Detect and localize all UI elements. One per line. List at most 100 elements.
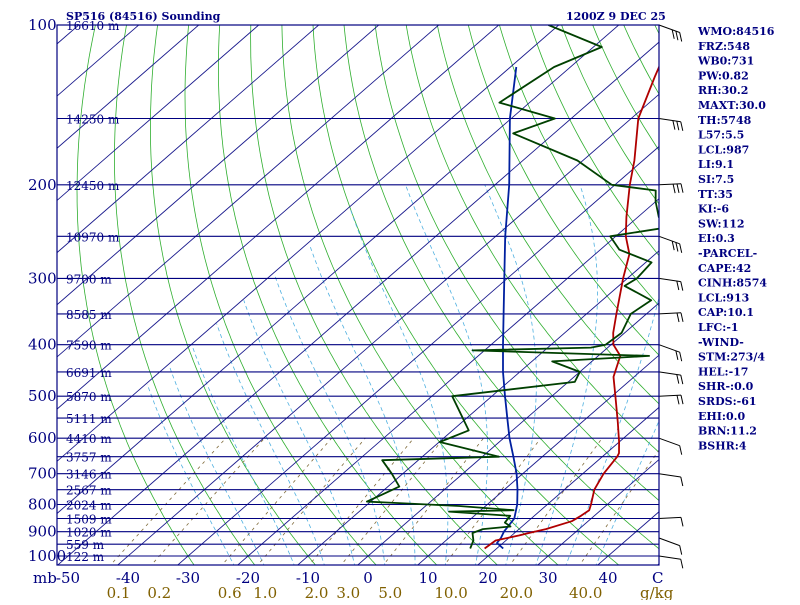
pressure-tick-label: 700 (28, 465, 57, 483)
wind-barb-flag (680, 546, 682, 555)
wind-barb-flag (672, 241, 674, 250)
index-value: HEL:-17 (698, 365, 748, 378)
wind-barb-flag (680, 244, 682, 253)
pressure-tick-label: 600 (28, 429, 57, 447)
height-tick-label: 1509 m (66, 513, 112, 527)
height-tick-label: 122 m (66, 550, 105, 564)
mixing-ratio-tick-label: 5.0 (378, 584, 402, 600)
indices-panel: WMO:84516FRZ:548WB0:731PW:0.82RH:30.2MAX… (697, 25, 775, 452)
mixing-ratio-tick-label: 40.0 (569, 584, 602, 600)
index-value: CAP:10.1 (698, 306, 754, 319)
pressure-tick-label: 1000 (28, 547, 66, 565)
temperature-tick-label: 20 (478, 569, 497, 587)
wind-barb-flag (673, 121, 675, 130)
height-tick-label: 9700 m (66, 272, 112, 286)
index-value: SRDS:-61 (698, 395, 757, 408)
temperature-tick-label: 30 (538, 569, 557, 587)
wind-barb-flag (681, 559, 683, 568)
mixing-ratio-tick-label: 0.6 (218, 584, 242, 600)
wind-barb-staff (659, 517, 681, 518)
wind-barb-staff (659, 538, 680, 546)
mixing-ratio-tick-label: 0.1 (107, 584, 131, 600)
wind-barb-staff (659, 313, 681, 314)
index-value: FRZ:548 (698, 40, 750, 53)
index-value: SHR-:0.0 (698, 380, 754, 393)
index-value: STM:273/4 (698, 351, 765, 364)
temperature-tick-label: -30 (176, 569, 200, 587)
wind-barb-flag (676, 31, 678, 40)
valid-time: 1200Z 9 DEC 25 (566, 10, 666, 23)
index-value: -WIND- (698, 336, 744, 349)
pressure-unit-label: mb (33, 569, 57, 587)
wind-barb-flag (677, 121, 679, 130)
height-tick-label: 7590 m (66, 339, 112, 353)
mixing-ratio-tick-label: 1.0 (253, 584, 277, 600)
index-value: EI:0.3 (698, 232, 735, 245)
wind-barb-staff (659, 345, 680, 353)
height-tick-label: 2024 m (66, 499, 112, 513)
wind-barb-staff (659, 236, 680, 244)
mixing-ratio-unit-label: g/kg (640, 584, 674, 600)
wind-barb-staff (659, 556, 681, 559)
wind-barb-staff (659, 395, 681, 396)
wind-barb-flag (681, 375, 683, 384)
index-value: WB0:731 (697, 55, 754, 68)
wind-barb-staff (659, 372, 681, 375)
wind-barb-flag (677, 395, 679, 404)
index-value: TT:35 (698, 188, 733, 201)
wind-barb-flag (676, 351, 678, 360)
index-value: BRN:11.2 (698, 425, 757, 438)
temperature-tick-label: 0 (363, 569, 373, 587)
pressure-tick-label: 900 (28, 523, 57, 541)
mixing-ratio-tick-label: 10.0 (434, 584, 467, 600)
dry-adiabat-line (772, 13, 800, 567)
wind-barb-flag (681, 395, 683, 404)
index-value: SW:112 (698, 217, 745, 230)
index-value: -PARCEL- (698, 247, 757, 260)
wind-barb-flag (680, 33, 682, 42)
wind-barb-flag (681, 184, 683, 193)
wind-barb-flag (673, 184, 675, 193)
index-value: SI:7.5 (698, 173, 734, 186)
wind-barb-staff (659, 278, 681, 281)
height-tick-label: 3757 m (66, 451, 112, 465)
pressure-tick-label: 100 (28, 16, 57, 34)
wind-barb-staff (659, 25, 680, 33)
isotherm-line (0, 13, 32, 567)
height-tick-label: 2567 m (66, 484, 112, 498)
height-tick-label: 5870 m (66, 390, 112, 404)
pressure-tick-label: 200 (28, 176, 57, 194)
index-value: EHI:0.0 (698, 410, 745, 423)
index-value: RH:30.2 (698, 84, 748, 97)
height-tick-label: 10970 m (66, 230, 120, 244)
pressure-tick-label: 400 (28, 336, 57, 354)
chart-title: SP516 (84516) Sounding (66, 10, 221, 23)
wind-barb-flag (672, 30, 674, 39)
index-value: LI:9.1 (698, 158, 734, 171)
wind-barb-staff (659, 119, 681, 122)
wind-barb-staff (659, 438, 680, 446)
mixing-ratio-tick-label: 3.0 (336, 584, 360, 600)
wind-barb-flag (677, 375, 679, 384)
index-value: KI:-6 (698, 203, 729, 216)
pressure-tick-label: 500 (28, 387, 57, 405)
wind-barb-flag (681, 313, 683, 322)
height-tick-label: 6691 m (66, 366, 112, 380)
dry-adiabat-line (741, 13, 800, 567)
index-value: CINH:8574 (698, 277, 767, 290)
index-value: LCL:913 (698, 291, 749, 304)
index-value: CAPE:42 (698, 262, 751, 275)
index-value: WMO:84516 (697, 25, 775, 38)
index-value: TH:5748 (698, 114, 752, 127)
height-tick-label: 3146 m (66, 468, 112, 482)
wind-barb-staff (659, 474, 681, 477)
index-value: PW:0.82 (698, 69, 749, 82)
wind-barb-flag (680, 352, 682, 361)
wind-barb-flag (676, 243, 678, 252)
wind-barb-flag (677, 313, 679, 322)
wind-barb-flag (677, 281, 679, 290)
temperature-tick-label: -50 (56, 569, 80, 587)
height-tick-label: 4410 m (66, 432, 112, 446)
